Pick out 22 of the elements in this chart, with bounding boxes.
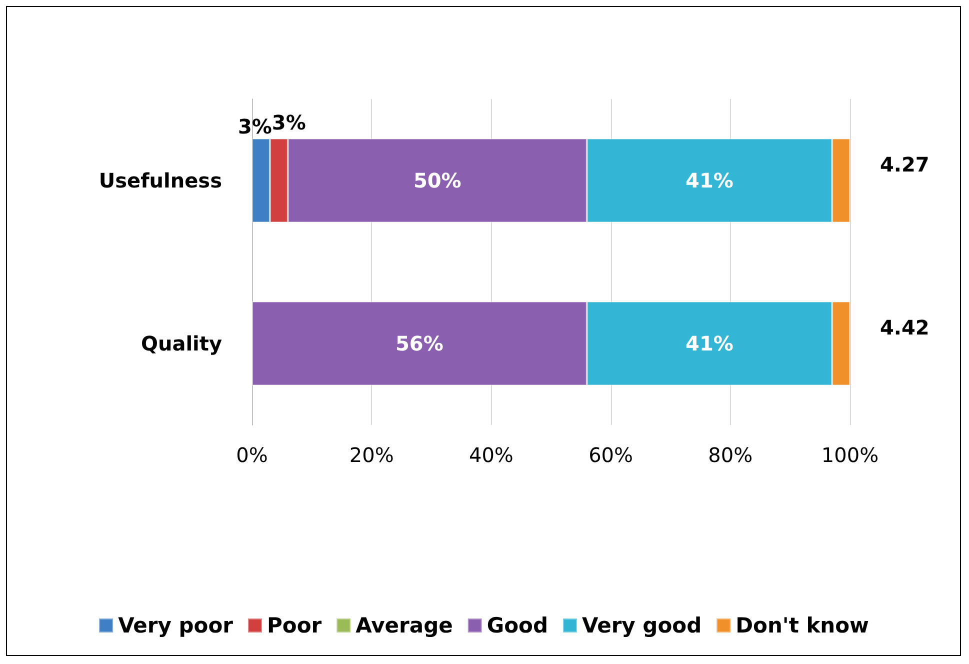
legend-label: Poor (267, 614, 322, 638)
x-tick-label: 100% (821, 443, 879, 467)
legend-label: Average (356, 614, 453, 638)
legend-label: Very poor (118, 614, 234, 638)
x-tick-label: 20% (349, 443, 394, 467)
y-tick-label: Quality (140, 332, 222, 356)
x-tick-label: 80% (708, 443, 753, 467)
data-label: 3% (238, 114, 272, 138)
data-label: 50% (413, 168, 462, 192)
x-tick-label: 40% (468, 443, 514, 467)
data-label: 56% (396, 332, 444, 356)
text: 4.27 (880, 152, 930, 176)
legend-label: Very good (582, 614, 702, 638)
x-tick-label: 0% (236, 443, 268, 467)
data-label: 41% (686, 168, 734, 192)
data-label: 3% (272, 110, 306, 134)
text: 4.42 (880, 316, 930, 340)
data-label: 41% (686, 332, 734, 356)
x-tick-label: 60% (588, 443, 634, 467)
y-tick-label: Usefulness (98, 168, 222, 192)
legend-label: Good (486, 614, 548, 638)
legend-label: Don't know (736, 614, 869, 638)
